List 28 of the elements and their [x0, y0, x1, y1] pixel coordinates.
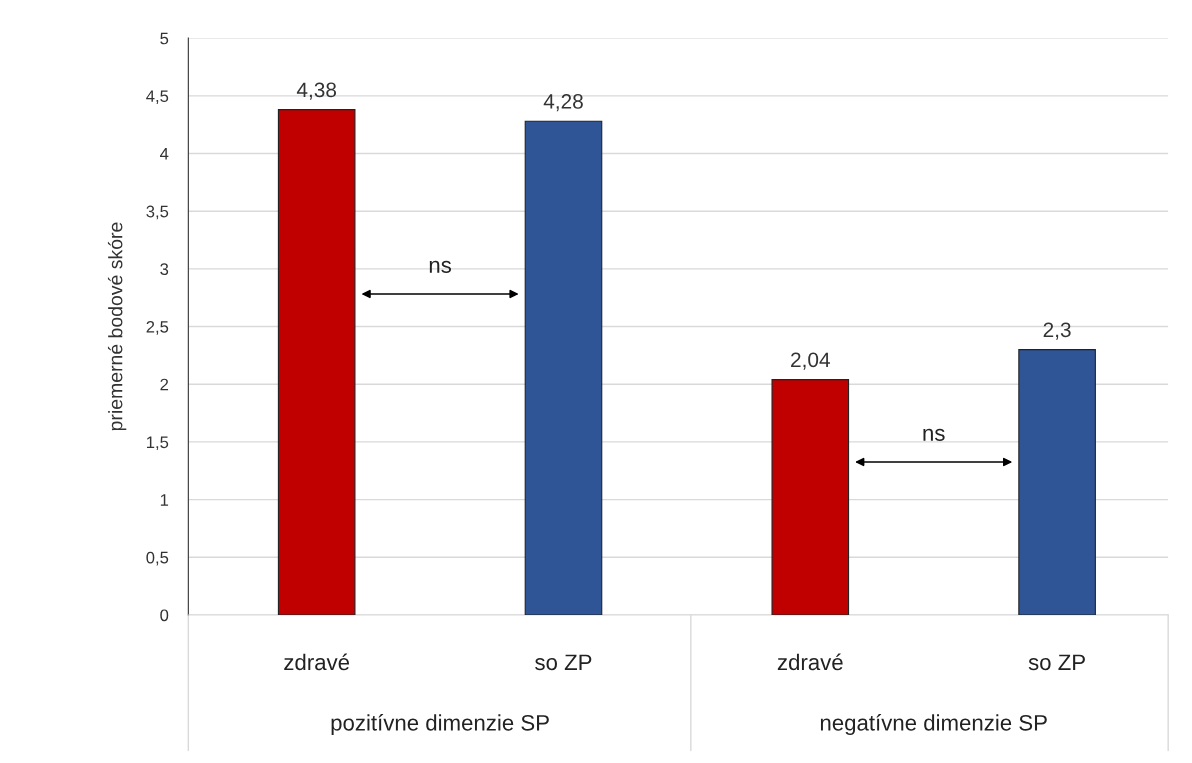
x-tick-label: zdravé	[777, 653, 843, 671]
y-tick-label: 4	[160, 148, 169, 160]
bar	[524, 120, 603, 615]
x-tick-label: so ZP	[1028, 654, 1085, 671]
data-label: 4,28	[543, 94, 583, 112]
x-tick-label: zdravé	[284, 653, 350, 671]
text: negatívne dimenzie SP	[820, 714, 1047, 736]
data-label: 4,38	[296, 82, 337, 100]
y-tick-label: 1	[160, 494, 169, 506]
x-tick-label: so ZP	[535, 654, 592, 671]
y-tick-label: 0	[160, 609, 169, 622]
y-tick-label: 3,5	[146, 205, 169, 220]
y-tick-label: 2,5	[146, 320, 169, 335]
annotation: ns	[429, 260, 452, 273]
bar	[1018, 349, 1096, 615]
y-tick-label: 1,5	[147, 436, 169, 451]
y-tick-label: 3	[160, 263, 169, 276]
y-tick-label: 2	[160, 378, 169, 391]
y-tick-label: 4,5	[146, 90, 169, 104]
annotation: ns	[923, 428, 945, 441]
y-tick-label: 5	[160, 32, 169, 45]
y-tick-label: 0,5	[146, 551, 169, 566]
bar	[771, 379, 850, 615]
bar	[277, 109, 356, 615]
data-label: 2,3	[1043, 322, 1071, 340]
data-label: 2,04	[791, 352, 830, 370]
y-axis-title: priemerné bodové skóre	[107, 222, 127, 431]
text: pozitívne dimenzie SP	[331, 714, 549, 736]
